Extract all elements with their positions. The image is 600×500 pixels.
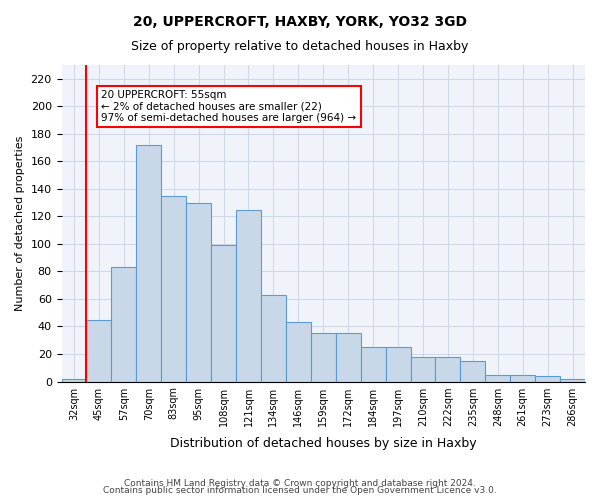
Text: 20, UPPERCROFT, HAXBY, YORK, YO32 3GD: 20, UPPERCROFT, HAXBY, YORK, YO32 3GD — [133, 15, 467, 29]
Bar — [560, 379, 585, 382]
Bar — [236, 210, 261, 382]
Bar — [261, 295, 286, 382]
Bar — [311, 334, 336, 382]
Bar — [386, 347, 410, 382]
Bar — [211, 246, 236, 382]
Bar — [286, 322, 311, 382]
Bar — [186, 202, 211, 382]
Bar — [86, 320, 112, 382]
Text: Size of property relative to detached houses in Haxby: Size of property relative to detached ho… — [131, 40, 469, 53]
Text: 20 UPPERCROFT: 55sqm
← 2% of detached houses are smaller (22)
97% of semi-detach: 20 UPPERCROFT: 55sqm ← 2% of detached ho… — [101, 90, 356, 123]
Bar — [136, 145, 161, 382]
Bar — [535, 376, 560, 382]
Bar — [62, 379, 86, 382]
Bar — [460, 361, 485, 382]
Bar — [361, 347, 386, 382]
X-axis label: Distribution of detached houses by size in Haxby: Distribution of detached houses by size … — [170, 437, 476, 450]
Bar — [510, 374, 535, 382]
Bar — [161, 196, 186, 382]
Bar — [336, 334, 361, 382]
Bar — [436, 357, 460, 382]
Bar — [112, 268, 136, 382]
Text: Contains public sector information licensed under the Open Government Licence v3: Contains public sector information licen… — [103, 486, 497, 495]
Y-axis label: Number of detached properties: Number of detached properties — [15, 136, 25, 311]
Bar — [410, 357, 436, 382]
Text: Contains HM Land Registry data © Crown copyright and database right 2024.: Contains HM Land Registry data © Crown c… — [124, 478, 476, 488]
Bar — [485, 374, 510, 382]
